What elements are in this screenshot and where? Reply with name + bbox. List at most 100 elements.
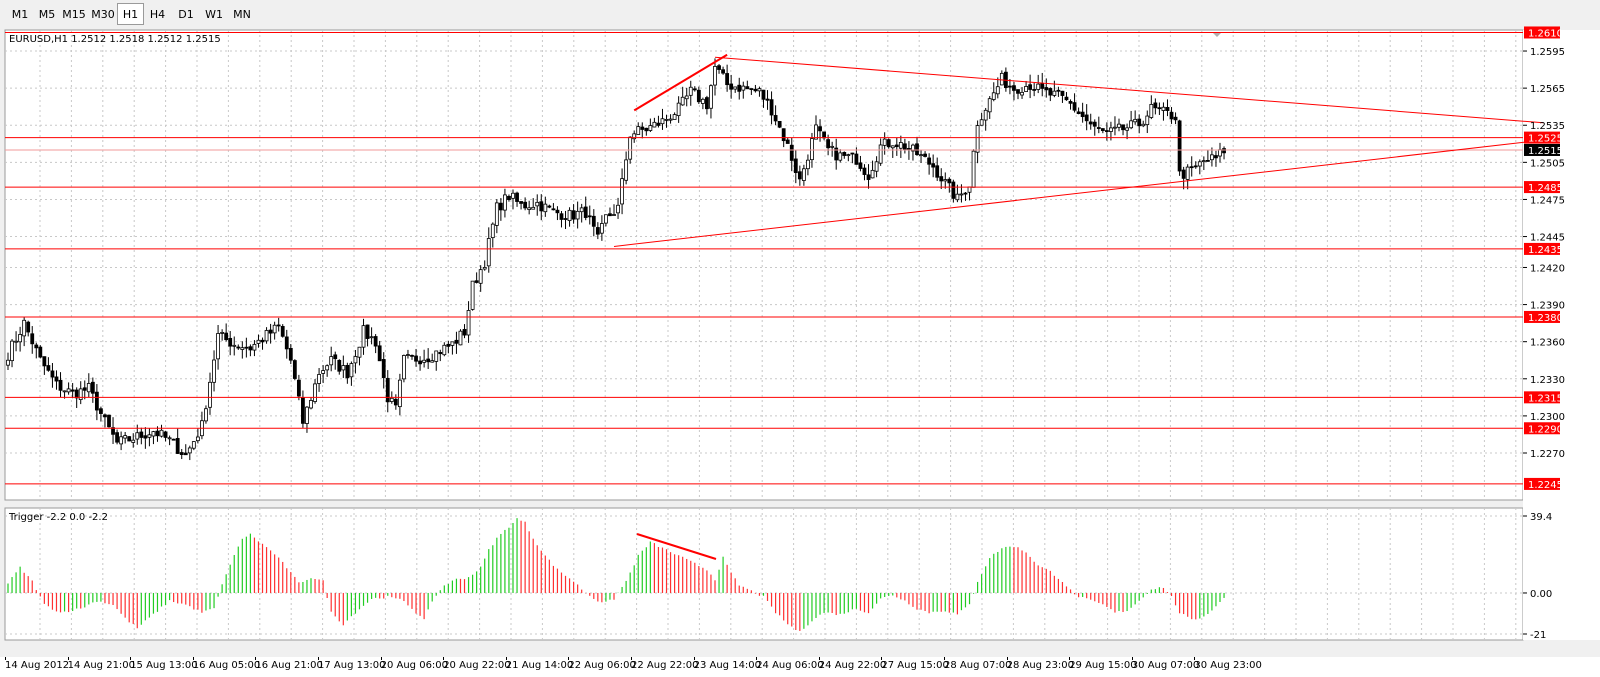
candle-body [713,65,717,86]
price-tick-label: 1.2475 [1530,195,1565,206]
candle-body [801,168,806,181]
candle-body [337,359,342,372]
level-price-label-bg [1524,477,1560,490]
candle-body [1165,107,1170,111]
candle-body [1125,127,1129,131]
level-price-label: 1.2485 [1528,183,1563,194]
candle-body [450,341,455,346]
timeframe-button-m30[interactable]: M30 [91,8,115,21]
level-price-label: 1.2245 [1528,480,1563,491]
candle-body [729,83,734,90]
candle-body [628,136,633,160]
time-axis-label: 27 Aug 15:00 [881,660,949,671]
candle-body [571,210,576,220]
time-axis-strip: 14 Aug 2012 14 Aug 21:00 15 Aug 13:00 16 Au… [0,657,1600,677]
candle-body [329,356,334,366]
candle-body [1145,115,1150,126]
indicator-divergence-line [636,533,717,560]
horizontal-levels [5,31,1523,485]
candle-body [862,167,867,175]
candle-body [927,157,932,165]
time-axis-label: 24 Aug 22:00 [818,660,887,671]
price-tick-label: 1.2360 [1530,338,1565,349]
indicator-tick-label: 0.00 [1530,589,1552,600]
candle-body [446,343,451,347]
candle-body [54,376,59,382]
candle-body [462,328,467,336]
candle-body [854,153,859,165]
candle-body [1072,102,1077,111]
candle-body [1076,111,1081,115]
candle-body [135,432,140,440]
candle-body [773,115,778,122]
candle-body [58,379,63,391]
timeframe-button-h4[interactable]: H4 [149,8,166,21]
candle-body [252,343,257,351]
candle-body [1181,169,1186,179]
candle-body [236,346,241,349]
candle-body [46,365,51,371]
timeframe-button-w1[interactable]: W1 [205,8,223,21]
candle-body [402,355,406,380]
candle-body [894,144,899,148]
candle-body [527,207,532,210]
timeframe-button-d1[interactable]: D1 [178,8,194,21]
candle-body [1104,130,1109,132]
candle-body [175,438,180,454]
candle-body [1177,120,1182,172]
candle-body [1121,124,1125,131]
time-axis-label: 28 Aug 23:00 [1006,660,1075,671]
price-panel-header: EURUSD,H1 1.2512 1.2518 1.2512 1.2515 [9,34,221,45]
candle-body [256,339,261,344]
candle-body [385,377,390,403]
candle-body [1149,104,1154,118]
time-axis-label: 20 Aug 22:00 [443,660,511,671]
candle-body [22,319,27,337]
candle-body [652,121,657,128]
timeframe-button-mn[interactable]: MN [233,8,251,21]
candle-body [983,109,988,121]
candle-body [1084,114,1089,122]
candle-body [365,324,370,339]
candle-body [123,435,128,439]
candle-body [357,346,362,358]
timeframe-button-h1[interactable]: H1 [117,3,144,25]
candle-body [575,210,580,220]
candle-body [498,202,503,211]
candle-body [636,126,641,135]
indicator-axis: 39.4 0.00 -21 [1523,512,1552,641]
price-panel [4,29,1524,501]
candle-body [280,326,285,337]
candle-body [943,179,948,182]
candle-body [717,65,721,70]
candle-body [490,223,495,239]
trendline [633,53,728,112]
candle-body [547,205,552,208]
candle-body [700,98,705,104]
candle-body [284,336,289,350]
time-axis-tick [380,657,382,660]
candle-body [151,431,156,437]
candle-body [939,176,944,182]
level-price-label: 1.2290 [1528,424,1563,435]
candle-body [345,364,350,379]
candle-body [923,153,927,157]
candle-body [967,186,972,193]
candle-body [1048,88,1053,96]
price-tick-label: 1.2535 [1530,121,1565,132]
candle-body [830,145,835,148]
timeframe-button-m5[interactable]: M5 [38,8,56,21]
time-axis-tick [255,657,257,660]
chart-area[interactable]: 1.25951.25651.25351.25051.24751.24451.24… [0,26,1600,658]
current-price-label: 1.2515 [1528,146,1563,157]
candle-body [1117,123,1121,128]
candle-body [183,452,188,456]
candle-body [1109,127,1113,132]
timeframe-button-m1[interactable]: M1 [11,8,29,21]
candle-body [397,379,402,408]
candle-body [34,344,39,349]
candle-body [866,174,871,180]
candle-body [531,206,536,210]
candle-body [1100,128,1105,132]
timeframe-button-m15[interactable]: M15 [62,8,86,21]
